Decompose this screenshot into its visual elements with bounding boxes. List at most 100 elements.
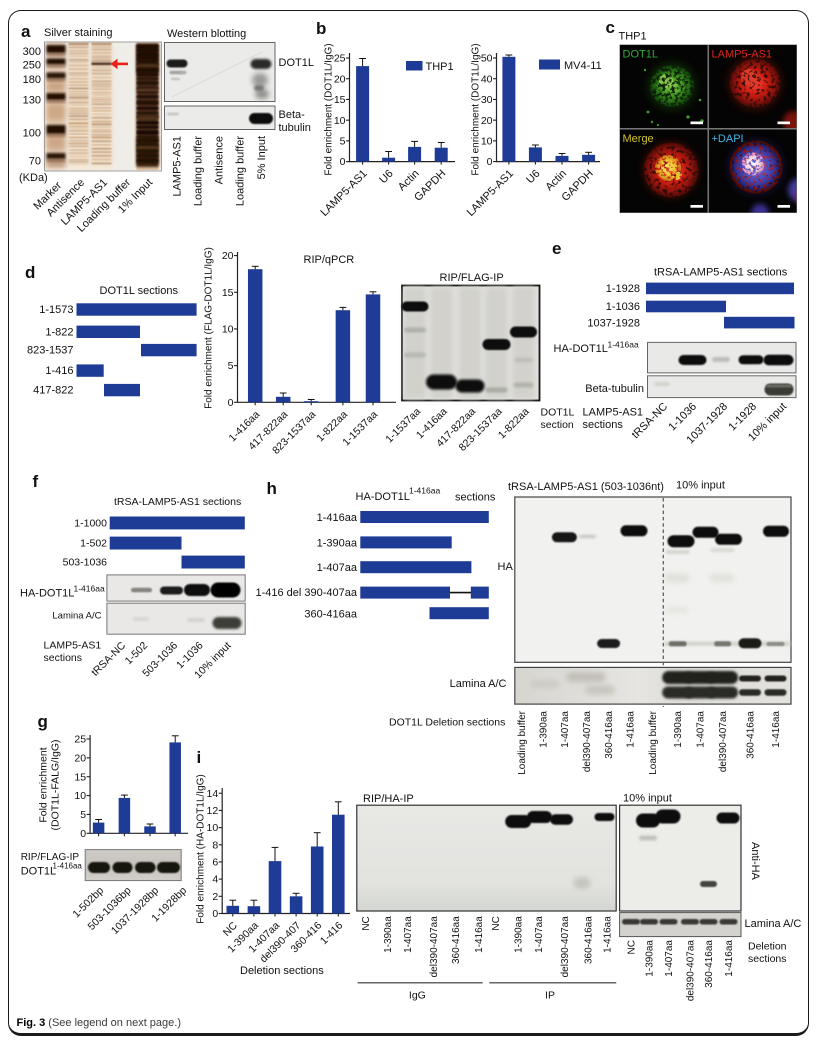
svg-text:823-1537: 823-1537 [27, 345, 74, 357]
svg-text:section: section [541, 419, 574, 431]
svg-text:1-502: 1-502 [123, 640, 151, 668]
svg-text:RIP/qPCR: RIP/qPCR [304, 254, 355, 266]
svg-text:1-416aa: 1-416aa [317, 512, 358, 524]
svg-text:U6: U6 [377, 168, 395, 186]
svg-text:5: 5 [80, 809, 86, 821]
svg-text:417-822: 417-822 [33, 385, 73, 397]
svg-text:tubulin: tubulin [279, 122, 311, 134]
svg-text:1-416: 1-416 [45, 365, 73, 377]
svg-text:10: 10 [207, 822, 219, 834]
svg-text:Fold enrichment: Fold enrichment [38, 747, 50, 822]
svg-text:1-407aa: 1-407aa [696, 711, 707, 748]
svg-text:del390-407aa: del390-407aa [718, 711, 729, 773]
svg-text:Fold enrichment (FLAG-DOT1L/Ig: Fold enrichment (FLAG-DOT1L/IgG) [204, 247, 215, 409]
svg-text:20: 20 [481, 115, 493, 127]
svg-text:del390-407aa: del390-407aa [582, 711, 593, 773]
svg-text:Fig. 3 (See legend on next pag: Fig. 3 (See legend on next page.) [17, 1017, 182, 1029]
svg-text:del390-407aa: del390-407aa [686, 940, 697, 1002]
svg-text:1-390aa: 1-390aa [645, 940, 656, 977]
svg-text:6: 6 [212, 857, 218, 869]
svg-text:360-416aa: 360-416aa [451, 916, 462, 964]
svg-text:DOT1L Deletion sections: DOT1L Deletion sections [389, 717, 505, 729]
svg-text:NC: NC [361, 916, 372, 930]
svg-text:1-390aa: 1-390aa [383, 916, 394, 953]
svg-text:1-407aa: 1-407aa [317, 562, 358, 574]
svg-text:1037-1928: 1037-1928 [587, 317, 640, 329]
svg-text:a: a [21, 22, 31, 41]
svg-text:i: i [197, 748, 202, 767]
svg-text:1-416: 1-416 [318, 920, 346, 948]
svg-text:130: 130 [23, 95, 41, 107]
svg-text:503-1036: 503-1036 [63, 556, 108, 568]
svg-text:NC: NC [491, 916, 502, 930]
svg-text:NC: NC [627, 940, 638, 954]
svg-text:1-416 del 390-407aa: 1-416 del 390-407aa [255, 587, 357, 599]
svg-text:1-390aa: 1-390aa [514, 916, 525, 953]
svg-text:Loading buffer: Loading buffer [193, 136, 205, 206]
svg-text:tRSA-LAMP5-AS1 (503-1036nt): tRSA-LAMP5-AS1 (503-1036nt) [508, 481, 664, 493]
svg-text:0: 0 [487, 156, 493, 168]
svg-text:sections: sections [44, 652, 83, 664]
svg-text:1-1928: 1-1928 [606, 283, 640, 295]
svg-text:HA-DOT1L: HA-DOT1L [356, 491, 410, 503]
svg-text:10: 10 [481, 135, 493, 147]
svg-text:1-1537aa: 1-1537aa [383, 406, 423, 446]
svg-text:1-1000: 1-1000 [74, 517, 107, 529]
svg-text:Lamina A/C: Lamina A/C [450, 678, 507, 690]
svg-text:1-390aa: 1-390aa [539, 711, 550, 748]
svg-text:RIP/FLAG-IP: RIP/FLAG-IP [440, 272, 504, 284]
svg-text:15: 15 [334, 94, 346, 106]
svg-text:1-407aa: 1-407aa [534, 916, 545, 953]
svg-text:tRSA-LAMP5-AS1 sections: tRSA-LAMP5-AS1 sections [114, 496, 241, 508]
svg-text:100: 100 [23, 128, 41, 140]
svg-text:MV4-11: MV4-11 [564, 60, 602, 72]
svg-text:1-1036: 1-1036 [606, 301, 640, 313]
svg-text:DOT1L: DOT1L [279, 57, 314, 69]
svg-text:Lamina A/C: Lamina A/C [745, 918, 802, 930]
svg-text:300: 300 [23, 46, 41, 58]
svg-text:1-502: 1-502 [80, 537, 107, 549]
svg-text:0: 0 [212, 908, 218, 920]
svg-text:1-407aa: 1-407aa [403, 916, 414, 953]
svg-text:Deletion: Deletion [748, 941, 787, 953]
svg-text:10% input: 10% input [676, 480, 725, 492]
svg-text:sections: sections [583, 419, 624, 431]
svg-text:5: 5 [228, 360, 234, 372]
svg-text:2: 2 [212, 891, 218, 903]
svg-text:70: 70 [29, 156, 41, 168]
svg-text:HA-DOT1L: HA-DOT1L [554, 343, 608, 355]
svg-text:1-416aa: 1-416aa [771, 711, 782, 748]
svg-text:360-416aa: 360-416aa [604, 711, 615, 759]
svg-text:b: b [316, 19, 326, 38]
svg-text:1-390aa: 1-390aa [317, 537, 358, 549]
svg-text:DOT1L: DOT1L [21, 866, 56, 878]
svg-text:RIP/HA-IP: RIP/HA-IP [363, 793, 414, 805]
svg-text:20: 20 [74, 752, 86, 764]
svg-text:Silver staining: Silver staining [44, 27, 112, 39]
svg-text:Western blotting: Western blotting [167, 28, 246, 40]
svg-text:HA: HA [498, 561, 514, 573]
svg-text:20: 20 [334, 73, 346, 85]
svg-text:180: 180 [23, 74, 41, 86]
svg-text:Beta-tubulin: Beta-tubulin [585, 383, 644, 395]
svg-text:250: 250 [23, 60, 41, 72]
svg-text:Fold enrichment (DOT1L/IgG): Fold enrichment (DOT1L/IgG) [471, 43, 482, 175]
svg-text:1-416aa: 1-416aa [608, 340, 639, 350]
svg-text:1-416aa: 1-416aa [409, 486, 440, 496]
svg-text:10: 10 [334, 115, 346, 127]
svg-text:1-416aa: 1-416aa [603, 916, 614, 953]
svg-text:sections: sections [455, 492, 496, 504]
svg-text:IgG: IgG [409, 990, 426, 1002]
svg-text:Fold enrichment (DOT1L/IgG): Fold enrichment (DOT1L/IgG) [324, 43, 335, 175]
svg-text:1-822: 1-822 [45, 326, 73, 338]
svg-text:Merge: Merge [623, 133, 654, 145]
svg-text:1-390aa: 1-390aa [673, 711, 684, 748]
svg-text:del390-407aa: del390-407aa [560, 916, 571, 978]
svg-text:d: d [25, 263, 35, 282]
svg-text:sections: sections [748, 953, 787, 965]
svg-text:0: 0 [228, 397, 234, 409]
svg-text:5: 5 [340, 135, 346, 147]
svg-text:5% Input: 5% Input [256, 136, 268, 179]
svg-text:+DAPI: +DAPI [712, 133, 744, 145]
svg-text:Antisence: Antisence [214, 136, 226, 184]
